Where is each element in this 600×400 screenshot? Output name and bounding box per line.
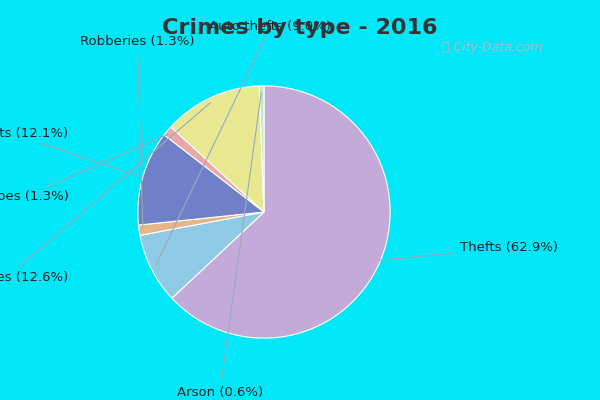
Wedge shape [172, 86, 390, 338]
Text: Burglaries (12.6%): Burglaries (12.6%) [0, 103, 211, 284]
Wedge shape [171, 86, 264, 212]
Text: Crimes by type - 2016: Crimes by type - 2016 [162, 18, 438, 38]
Wedge shape [139, 212, 264, 235]
Wedge shape [140, 212, 264, 298]
Text: Auto thefts (9.0%): Auto thefts (9.0%) [156, 20, 331, 265]
Wedge shape [164, 127, 264, 212]
Text: Robberies (1.3%): Robberies (1.3%) [80, 35, 194, 227]
Text: Assaults (12.1%): Assaults (12.1%) [0, 127, 143, 178]
Wedge shape [138, 135, 264, 225]
Text: Thefts (62.9%): Thefts (62.9%) [379, 241, 557, 260]
Text: Rapes (1.3%): Rapes (1.3%) [0, 134, 168, 203]
Wedge shape [259, 86, 264, 212]
Text: ⓘ City-Data.com: ⓘ City-Data.com [442, 42, 542, 54]
Text: Arson (0.6%): Arson (0.6%) [177, 92, 263, 399]
